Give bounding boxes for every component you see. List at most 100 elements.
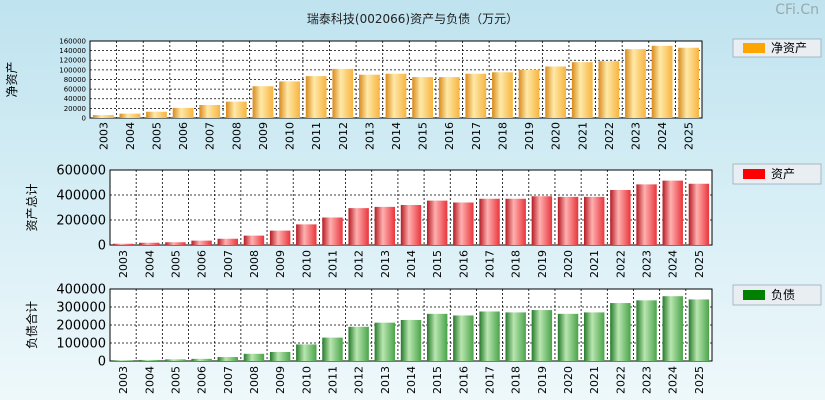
x-tick-label: 2010	[300, 250, 313, 278]
y-tick-label: 100000	[59, 66, 86, 74]
bar-2020	[557, 313, 579, 361]
y-tick-label: 120000	[59, 57, 86, 65]
bar-2009	[252, 86, 274, 118]
x-tick-label: 2013	[363, 122, 376, 150]
bar-2017	[465, 73, 487, 118]
legend-label: 资产	[771, 167, 795, 181]
bar-2007	[199, 105, 221, 118]
bar-2010	[279, 81, 300, 118]
y-tick-label: 140000	[59, 47, 86, 55]
x-tick-label: 2007	[222, 250, 235, 278]
x-tick-label: 2005	[151, 122, 164, 150]
bar-2013	[374, 206, 396, 245]
x-tick-label: 2016	[443, 122, 456, 150]
bar-2012	[348, 208, 369, 245]
chart-title: 瑞泰科技(002066)资产与负债（万元）	[306, 12, 519, 26]
x-tick-label: 2011	[326, 366, 339, 394]
bar-2011	[322, 337, 343, 361]
x-tick-label: 2012	[353, 366, 366, 394]
y-tick-label: 200000	[56, 319, 106, 334]
x-tick-label: 2021	[588, 250, 601, 278]
bar-2017	[479, 311, 500, 361]
bar-2016	[438, 77, 460, 118]
x-tick-label: 2016	[457, 366, 470, 394]
y-tick-label: 80000	[64, 76, 86, 84]
watermark: CFi.Cn	[775, 2, 819, 18]
bar-2025	[688, 183, 710, 245]
x-tick-label: 2006	[196, 366, 209, 394]
x-tick-label: 2011	[326, 250, 339, 278]
bar-2006	[191, 240, 212, 245]
bar-2019	[531, 310, 553, 361]
chart-panel-3: 0 100000 200000 300000 400000 2003 2004 2005 200…	[24, 283, 822, 394]
bar-2023	[636, 184, 657, 245]
x-tick-label: 2012	[353, 250, 366, 278]
bar-2005	[165, 242, 186, 245]
bar-2008	[243, 235, 265, 245]
bar-2016	[453, 202, 474, 245]
bar-2014	[400, 319, 422, 361]
bar-2022	[610, 190, 631, 245]
bar-2023	[625, 49, 646, 118]
x-tick-label: 2020	[562, 250, 575, 278]
x-tick-label: 2017	[484, 366, 497, 394]
bar-2024	[651, 45, 673, 118]
legend-swatch	[743, 290, 765, 300]
bar-2018	[505, 198, 526, 245]
x-tick-label: 2003	[117, 250, 130, 278]
x-tick-label: 2023	[641, 250, 654, 278]
x-tick-label: 2014	[390, 122, 403, 150]
x-tick-label: 2017	[470, 122, 483, 150]
bar-2006	[172, 107, 194, 118]
x-tick-label: 2015	[431, 250, 444, 278]
x-tick-label: 2009	[274, 250, 287, 278]
x-tick-label: 2025	[693, 366, 706, 394]
x-tick-label: 2011	[310, 122, 323, 150]
y-tick-label: 400000	[56, 189, 106, 204]
y-tick-label: 40000	[64, 95, 86, 103]
bar-2016	[453, 315, 474, 361]
x-tick-label: 2020	[550, 122, 563, 150]
x-tick-label: 2014	[405, 250, 418, 278]
x-tick-label: 2024	[667, 250, 680, 278]
legend-label: 负债	[771, 288, 795, 302]
bar-2011	[322, 217, 343, 245]
bar-2007	[217, 238, 238, 245]
x-tick-label: 2004	[143, 366, 156, 394]
bar-2024	[662, 296, 683, 361]
bar-2025	[688, 299, 710, 361]
x-tick-label: 2008	[248, 366, 261, 394]
x-tick-label: 2012	[337, 122, 350, 150]
x-tick-label: 2018	[496, 122, 509, 150]
bar-2004	[139, 242, 160, 245]
legend-label: 净资产	[771, 41, 807, 55]
x-tick-label: 2019	[523, 122, 536, 150]
bar-2011	[305, 76, 327, 118]
x-tick-label: 2013	[379, 250, 392, 278]
bar-2019	[531, 196, 553, 245]
bar-2014	[400, 205, 422, 245]
x-tick-label: 2024	[656, 122, 669, 150]
bar-2008	[225, 101, 247, 118]
bar-2025	[678, 47, 700, 118]
bar-2021	[584, 196, 605, 245]
bar-2003	[92, 115, 114, 118]
x-tick-label: 2004	[124, 122, 137, 150]
bar-2009	[269, 352, 291, 361]
bar-2018	[505, 312, 526, 361]
bar-2021	[584, 312, 605, 361]
bar-2021	[571, 62, 593, 118]
bar-2003	[112, 360, 134, 361]
y-tick-label: 100000	[56, 337, 106, 352]
x-tick-label: 2009	[274, 366, 287, 394]
bar-2020	[545, 66, 567, 118]
bar-2005	[165, 359, 186, 361]
bar-2010	[296, 344, 317, 361]
bar-2006	[191, 358, 212, 361]
x-tick-label: 2024	[667, 366, 680, 394]
y-tick-label: 0	[98, 239, 106, 254]
y-tick-label: 0	[82, 114, 86, 122]
